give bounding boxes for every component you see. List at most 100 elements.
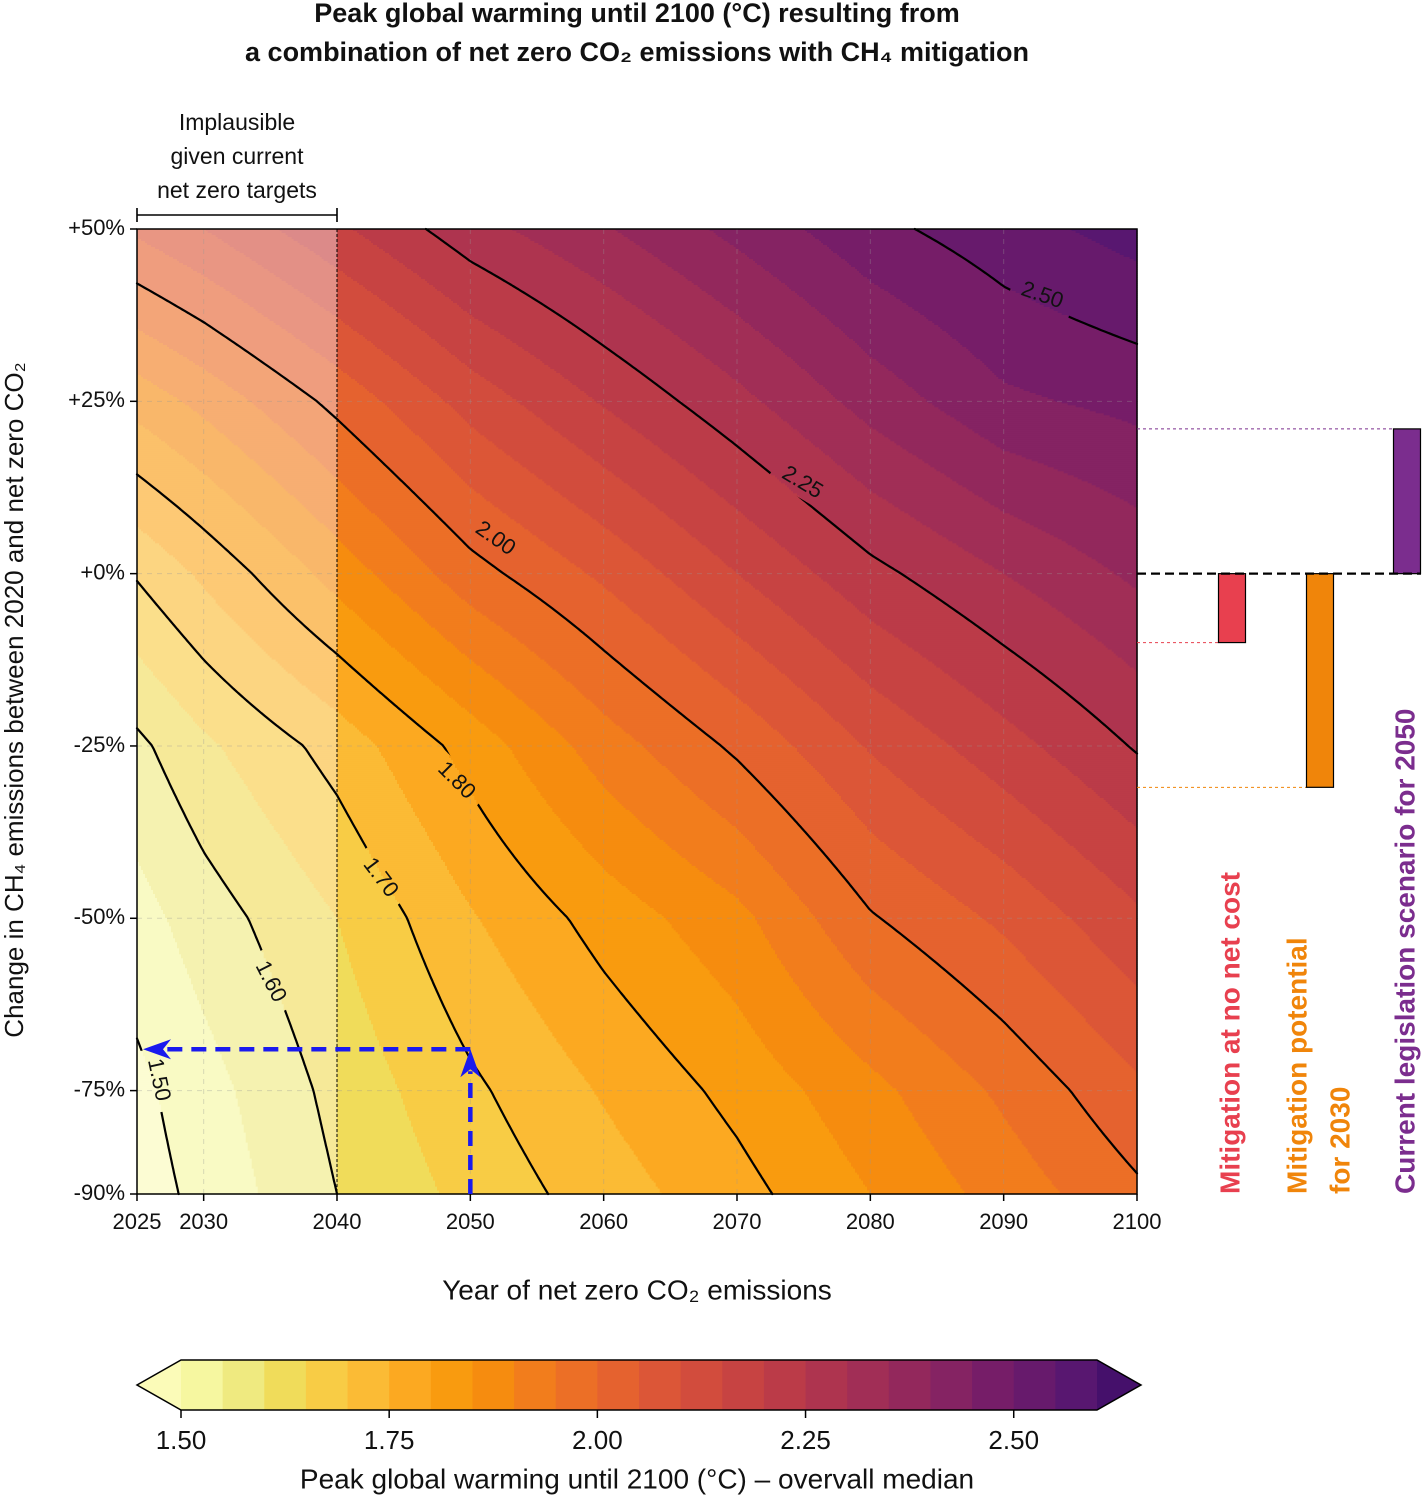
field-run	[611, 1118, 725, 1122]
field-run	[586, 946, 605, 949]
field-run	[603, 926, 673, 929]
field-run	[203, 1098, 239, 1102]
field-run	[870, 1112, 913, 1116]
field-run	[737, 1098, 810, 1102]
field-run	[603, 980, 613, 983]
field-run	[255, 1178, 335, 1182]
field-run	[470, 1170, 535, 1174]
field-run	[470, 1102, 499, 1106]
field-run	[283, 1004, 338, 1007]
field-run	[255, 1176, 335, 1180]
field-run	[379, 1044, 464, 1047]
field-run	[819, 1114, 871, 1118]
field-run	[203, 1040, 217, 1043]
field-run	[191, 978, 205, 981]
field-run	[470, 924, 483, 927]
field-run	[544, 1022, 605, 1025]
field-run	[333, 1178, 338, 1182]
field-run	[506, 1118, 605, 1122]
field-run	[333, 1176, 338, 1180]
field-run	[825, 1124, 871, 1128]
field-run	[470, 1150, 525, 1154]
field-run	[137, 1148, 170, 1152]
field-run	[1093, 1120, 1138, 1124]
field-run	[203, 1006, 285, 1009]
field-run	[689, 946, 738, 949]
field-run	[323, 1138, 338, 1142]
field-run	[337, 994, 362, 997]
field-run	[337, 1114, 408, 1118]
field-run	[590, 952, 605, 955]
field-run	[155, 1082, 205, 1085]
field-run	[870, 1098, 903, 1102]
field-run	[383, 1050, 468, 1053]
field-run	[307, 1072, 338, 1075]
field-run	[363, 998, 442, 1001]
field-run	[737, 1118, 822, 1122]
field-run	[415, 936, 471, 939]
field-run	[1003, 1186, 1057, 1190]
field-run	[177, 944, 205, 947]
field-run	[518, 1142, 605, 1146]
field-run	[633, 1008, 738, 1011]
field-run	[337, 1144, 420, 1148]
field-run	[413, 1130, 471, 1134]
field-run	[337, 1174, 432, 1178]
field-run	[301, 1056, 338, 1059]
field-run	[287, 1018, 338, 1021]
field-run	[470, 1044, 561, 1047]
field-run	[257, 940, 338, 943]
field-run	[647, 1172, 738, 1176]
field-run	[337, 984, 358, 987]
field-run	[514, 1134, 605, 1138]
field-run	[904, 1100, 995, 1104]
field-run	[1003, 1142, 1023, 1146]
field-run	[609, 1116, 723, 1120]
field-run	[137, 1182, 178, 1186]
field-run	[1003, 1096, 1077, 1100]
field-run	[137, 1154, 172, 1158]
field-run	[337, 1112, 408, 1116]
field-run	[429, 970, 471, 973]
field-run	[1033, 1158, 1127, 1162]
field-run	[137, 1170, 174, 1174]
field-run	[617, 988, 725, 991]
field-run	[337, 1064, 390, 1067]
field-run	[470, 1130, 513, 1134]
field-run	[137, 1054, 144, 1057]
field-run	[337, 928, 342, 931]
field-run	[490, 1090, 593, 1092]
field-run	[470, 950, 499, 953]
field-run	[339, 924, 410, 927]
field-run	[203, 1154, 251, 1158]
field-run	[470, 1162, 531, 1166]
field-run	[603, 1138, 625, 1142]
field-run	[387, 1060, 471, 1063]
field-run	[470, 1002, 533, 1005]
field-run	[633, 1150, 738, 1154]
field-run	[337, 1116, 410, 1120]
field-run	[253, 930, 338, 933]
field-run	[187, 968, 205, 971]
field-run	[325, 1144, 338, 1148]
field-run	[914, 1118, 1005, 1122]
field-run	[470, 1010, 537, 1013]
field-run	[137, 1074, 152, 1077]
field-run	[149, 1066, 205, 1069]
field-run	[171, 1154, 205, 1158]
field-run	[137, 1032, 205, 1035]
field-run	[411, 1120, 471, 1124]
field-run	[159, 1096, 205, 1100]
field-run	[576, 930, 605, 933]
field-run	[355, 978, 432, 981]
field-run	[345, 946, 420, 949]
field-run	[522, 988, 605, 991]
field-run	[217, 1046, 299, 1049]
field-run	[500, 1108, 605, 1112]
field-run	[952, 1174, 1005, 1178]
field-run	[337, 1122, 412, 1126]
field-run	[470, 1188, 547, 1192]
field-run	[257, 1186, 337, 1190]
field-run	[137, 1108, 162, 1112]
field-run	[247, 1142, 327, 1146]
